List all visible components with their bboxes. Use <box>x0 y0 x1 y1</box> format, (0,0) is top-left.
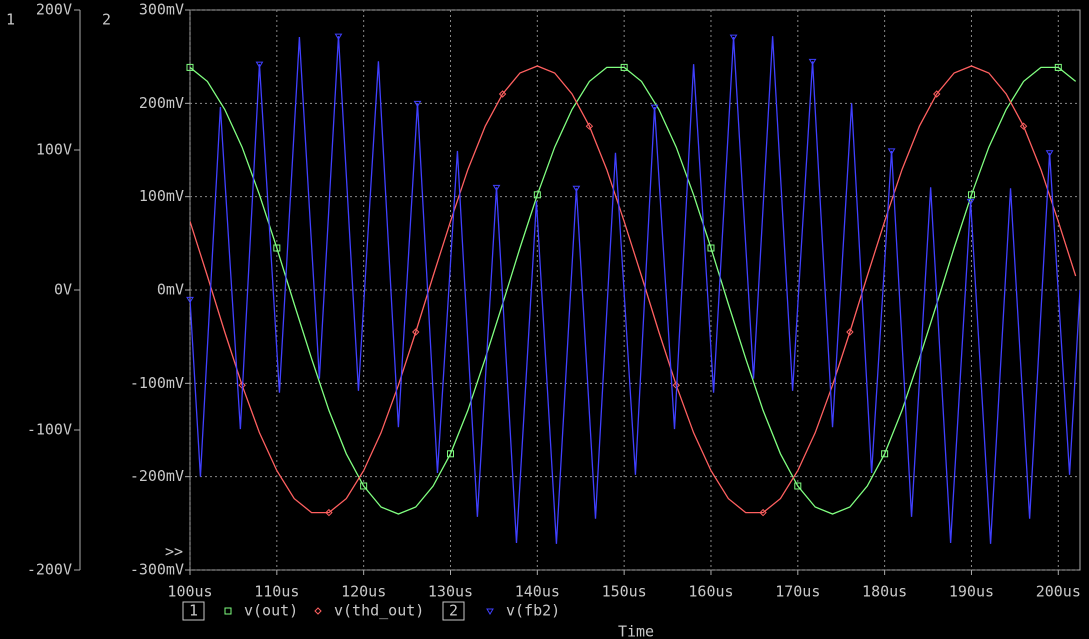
legend-axis-number: 1 <box>189 602 198 620</box>
marker <box>729 34 738 42</box>
y-tick-label: 0V <box>54 281 72 299</box>
y2-tick-label: 0mV <box>157 281 184 299</box>
marker <box>533 191 541 199</box>
marker <box>334 33 343 41</box>
legend-label: v(fb2) <box>506 602 560 620</box>
marker <box>413 100 422 108</box>
series-line <box>190 65 1077 514</box>
marker <box>255 61 264 69</box>
y2-tick-label: -300mV <box>130 561 184 579</box>
y-tick-label: -200V <box>27 561 72 579</box>
overflow-marker: >> <box>165 543 183 561</box>
x-tick-label: 190us <box>949 583 994 601</box>
marker <box>186 296 194 304</box>
marker <box>1054 63 1062 71</box>
y2-tick-label: -200mV <box>130 467 184 485</box>
legend: 1 2 v(out) v(thd_out) v(fb2) <box>182 601 560 621</box>
y2-tick-label: 300mV <box>139 1 184 19</box>
y2-tick-label: 100mV <box>139 187 184 205</box>
marker <box>933 90 941 98</box>
marker <box>446 450 454 458</box>
marker <box>966 198 975 206</box>
marker <box>794 482 802 490</box>
y-tick-label: 100V <box>36 141 72 159</box>
y-tick-label: -100V <box>27 421 72 439</box>
marker <box>498 90 507 98</box>
marker <box>585 122 594 130</box>
legend-label: v(thd_out) <box>334 602 424 620</box>
series-line <box>190 36 1080 544</box>
marker <box>325 508 333 517</box>
marker <box>650 104 659 112</box>
x-tick-label: 120us <box>341 583 386 601</box>
marker <box>846 328 854 336</box>
marker <box>186 63 194 71</box>
marker <box>1045 150 1054 157</box>
y-tick-label: 200V <box>36 1 72 19</box>
y2-tick-label: 200mV <box>139 94 184 112</box>
legend-axis-box <box>182 601 205 621</box>
x-tick-label: 100us <box>167 583 212 601</box>
y2-tick-label: -100mV <box>130 374 184 392</box>
marker <box>620 63 628 71</box>
marker <box>360 482 368 490</box>
x-tick-label: 180us <box>862 583 907 601</box>
marker <box>412 328 420 336</box>
marker <box>967 191 975 199</box>
marker <box>572 185 581 193</box>
legend-marker <box>314 607 322 615</box>
legend-axis-number: 2 <box>449 602 458 620</box>
legend-axis-box <box>442 601 465 621</box>
x-tick-label: 170us <box>775 583 820 601</box>
x-tick-label: 200us <box>1036 583 1081 601</box>
y2-axis-label: 2 <box>102 11 111 29</box>
marker <box>1019 122 1028 130</box>
marker <box>707 244 715 252</box>
legend-label: v(out) <box>244 602 298 620</box>
marker <box>273 244 281 252</box>
marker <box>808 58 817 66</box>
legend-marker <box>224 607 232 615</box>
x-tick-label: 150us <box>602 583 647 601</box>
marker <box>887 148 896 155</box>
marker <box>881 450 889 458</box>
x-tick-label: 140us <box>515 583 560 601</box>
x-tick-label: 110us <box>254 583 299 601</box>
legend-marker <box>486 608 494 615</box>
series-line <box>190 66 1077 515</box>
y-axis-label: 1 <box>6 11 15 29</box>
x-tick-label: 160us <box>688 583 733 601</box>
x-tick-label: 130us <box>428 583 473 601</box>
x-axis-label: Time <box>618 623 654 639</box>
marker <box>492 184 501 192</box>
marker <box>759 508 767 517</box>
